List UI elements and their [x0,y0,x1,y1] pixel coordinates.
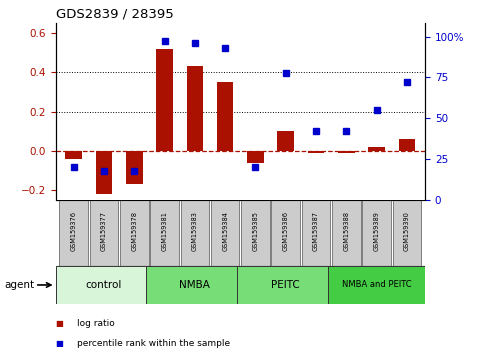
Bar [65,151,82,159]
Text: control: control [86,280,122,290]
Bar [96,151,113,194]
Bar [186,66,203,151]
Text: log ratio: log ratio [77,319,115,329]
Bar [241,200,270,266]
Text: NMBA and PEITC: NMBA and PEITC [342,280,412,290]
Bar [338,151,355,153]
Text: agent: agent [5,280,35,290]
Bar [237,266,334,304]
Text: GDS2839 / 28395: GDS2839 / 28395 [56,7,173,21]
Bar [59,200,88,266]
Bar [156,48,173,151]
Bar [328,266,425,304]
Text: GSM159383: GSM159383 [192,211,198,251]
Bar [126,151,142,184]
Text: GSM159381: GSM159381 [162,211,168,251]
Text: NMBA: NMBA [179,280,210,290]
Text: percentile rank within the sample: percentile rank within the sample [77,339,230,348]
Bar [277,131,294,151]
Text: GSM159389: GSM159389 [373,211,380,251]
Bar [398,139,415,151]
Text: GSM159377: GSM159377 [101,211,107,251]
Text: GSM159378: GSM159378 [131,211,137,251]
Text: GSM159376: GSM159376 [71,211,77,251]
Bar [393,200,421,266]
Text: GSM159386: GSM159386 [283,211,289,251]
Bar [332,200,360,266]
Text: ■: ■ [56,319,63,329]
Bar [150,200,179,266]
Bar [120,200,149,266]
Text: GSM159390: GSM159390 [404,211,410,251]
Bar [217,82,233,151]
Text: GSM159384: GSM159384 [222,211,228,251]
Text: GSM159388: GSM159388 [343,211,349,251]
Text: GSM159385: GSM159385 [253,211,258,251]
Bar [271,200,300,266]
Bar [302,200,330,266]
Bar [247,151,264,162]
Bar [362,200,391,266]
Bar [90,200,118,266]
Text: PEITC: PEITC [271,280,300,290]
Bar [308,151,325,153]
Bar [368,147,385,151]
Bar [146,266,243,304]
Bar [181,200,209,266]
Text: ■: ■ [56,339,63,348]
Text: GSM159387: GSM159387 [313,211,319,251]
Bar [211,200,240,266]
Bar [56,266,153,304]
